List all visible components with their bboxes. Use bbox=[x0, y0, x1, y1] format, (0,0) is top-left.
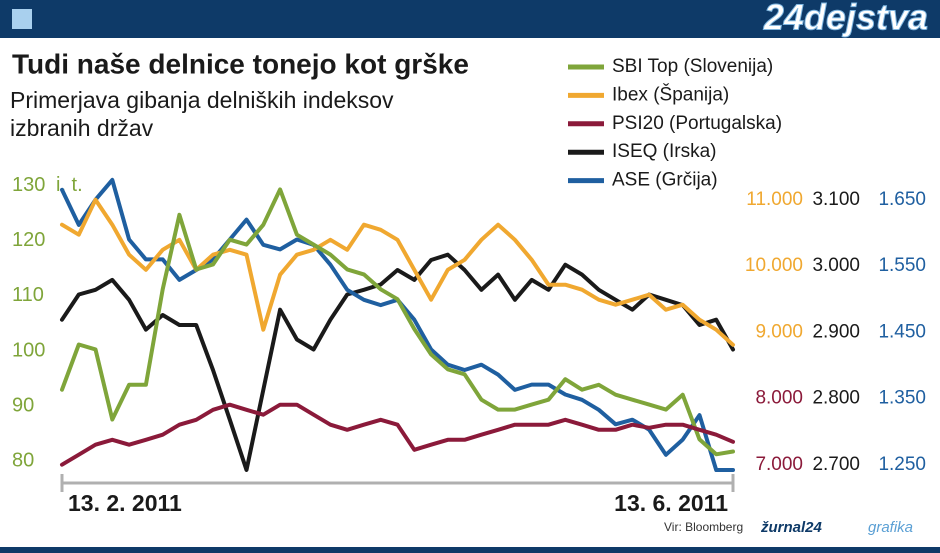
y-tick-label: 100 bbox=[12, 339, 45, 361]
y-tick-label: 2.900 bbox=[812, 321, 860, 342]
y-tick-label: 3.000 bbox=[812, 255, 860, 276]
y-unit: i. t. bbox=[56, 174, 83, 196]
chart-subtitle: Primerjava gibanja delniških indeksov bbox=[10, 87, 394, 113]
y-tick-label: 1.650 bbox=[878, 189, 926, 210]
y-tick-label: 1.250 bbox=[878, 454, 926, 475]
y-tick-label: 90 bbox=[12, 395, 34, 417]
y-tick-label: 3.100 bbox=[812, 189, 860, 210]
y-tick-label: 120 bbox=[12, 229, 45, 251]
header-bar bbox=[0, 0, 940, 38]
legend-label: PSI20 (Portugalska) bbox=[612, 113, 782, 134]
series-line bbox=[60, 187, 735, 457]
y-tick-label: 80 bbox=[12, 450, 34, 472]
y-tick-label: 9.000 bbox=[755, 321, 803, 342]
legend-label: SBI Top (Slovenija) bbox=[612, 56, 773, 77]
header-icon bbox=[12, 9, 32, 29]
y-tick-label: 110 bbox=[12, 284, 44, 306]
legend-label: Ibex (Španija) bbox=[612, 83, 729, 105]
y-tick-label: 1.550 bbox=[878, 255, 926, 276]
y-tick-label: 2.800 bbox=[812, 388, 860, 409]
footer-bar bbox=[0, 547, 940, 553]
chart-title: Tudi naše delnice tonejo kot grške bbox=[12, 48, 469, 79]
credit-brand: žurnal24 bbox=[760, 519, 823, 536]
y-tick-label: 1.350 bbox=[878, 388, 926, 409]
chart-subtitle: izbranih držav bbox=[10, 115, 154, 141]
legend-label: ASE (Grčija) bbox=[612, 170, 718, 191]
series-line bbox=[60, 402, 735, 467]
y-tick-label: 8.000 bbox=[755, 388, 803, 409]
y-tick-label: 7.000 bbox=[755, 454, 803, 475]
x-tick-label: 13. 2. 2011 bbox=[68, 490, 182, 516]
y-tick-label: 11.000 bbox=[746, 189, 803, 210]
x-tick-label: 13. 6. 2011 bbox=[614, 490, 728, 516]
legend-label: ISEQ (Irska) bbox=[612, 141, 717, 162]
y-tick-label: 130 bbox=[12, 174, 45, 196]
credit-suffix: grafika bbox=[868, 519, 913, 536]
y-tick-label: 2.700 bbox=[812, 454, 860, 475]
brand-logo: 24dejstva bbox=[763, 0, 928, 38]
y-tick-label: 10.000 bbox=[745, 255, 803, 276]
source: Vir: Bloomberg bbox=[664, 520, 743, 534]
y-tick-label: 1.450 bbox=[878, 321, 926, 342]
